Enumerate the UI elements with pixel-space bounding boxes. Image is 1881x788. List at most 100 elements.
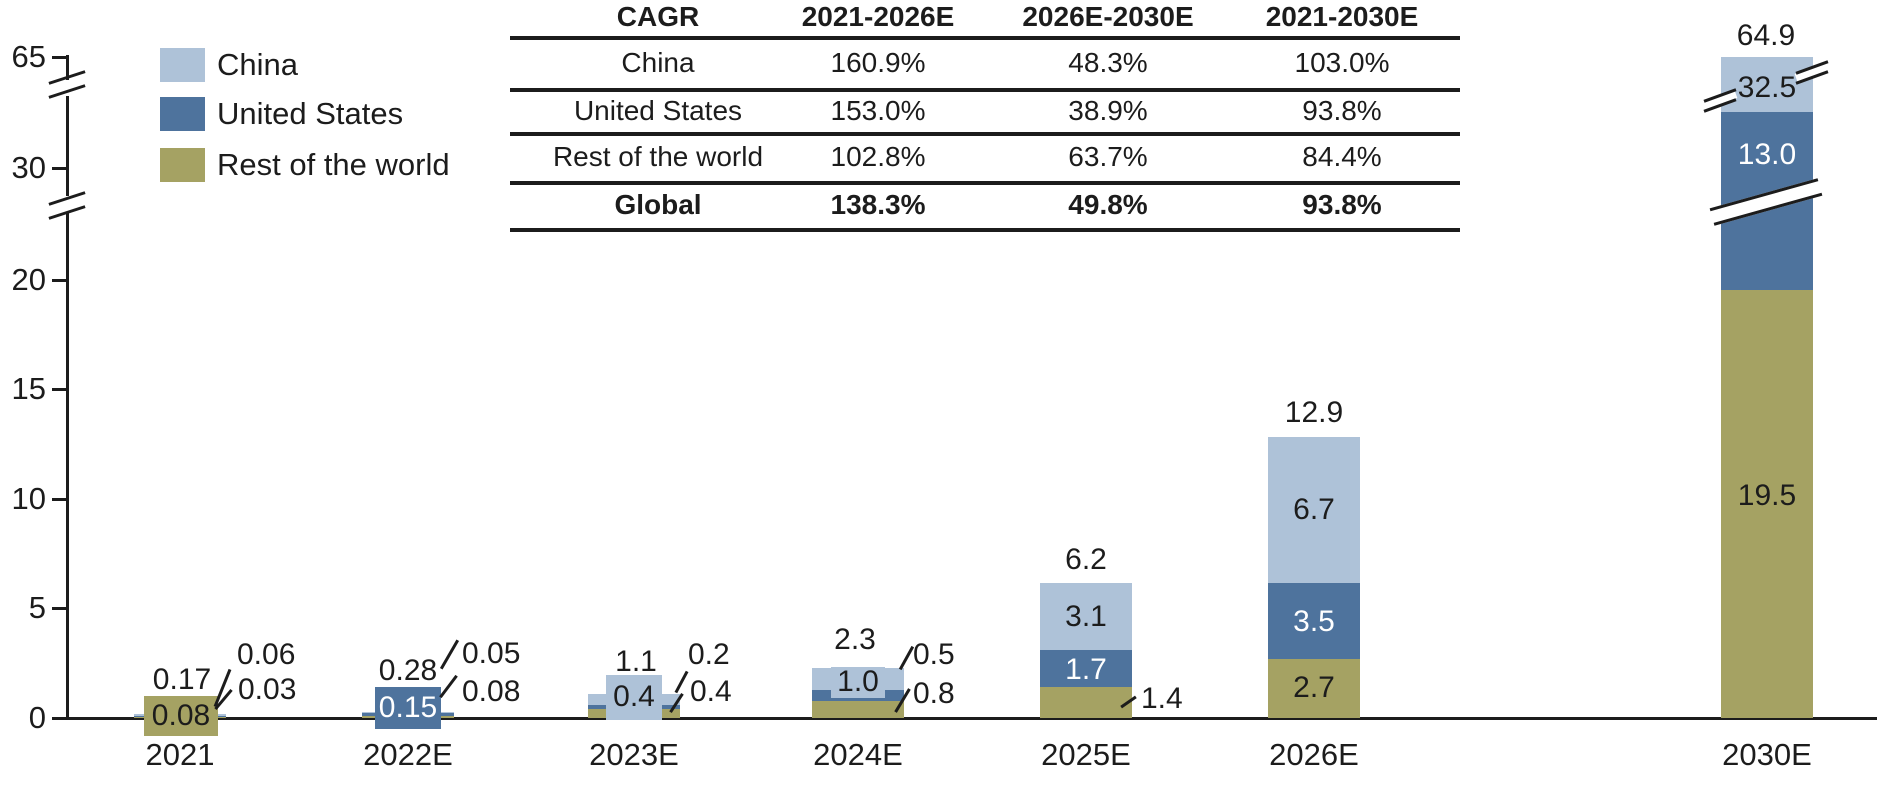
x-axis-label: 2023E bbox=[589, 737, 679, 772]
table-row-label: Global bbox=[614, 189, 702, 220]
bar-segment-label: 13.0 bbox=[1737, 138, 1797, 171]
bar-callout-label: 0.08 bbox=[462, 675, 521, 708]
bar-segment-label-boxed: 1.0 bbox=[831, 665, 885, 698]
table-cell: 93.8% bbox=[1302, 189, 1382, 220]
bar-segment-united-states bbox=[1268, 582, 1360, 660]
bar-segment-china bbox=[1721, 57, 1813, 112]
x-axis-label: 2022E bbox=[363, 737, 453, 772]
table-row: United States 153.0% 38.9% 93.8% bbox=[510, 94, 1460, 128]
y-axis-line bbox=[66, 55, 69, 80]
bar-segment-rest-of-the-world bbox=[1040, 687, 1132, 718]
legend-item: United States bbox=[160, 97, 480, 131]
bar-segment-china bbox=[1268, 436, 1360, 583]
bar-segment-rest-of-the-world bbox=[1268, 659, 1360, 718]
bar-total-label: 1.1 bbox=[615, 645, 657, 678]
callout-line bbox=[439, 638, 460, 670]
bar-segment-label-boxed: 0.15 bbox=[375, 687, 441, 729]
y-tick-label: 15 bbox=[11, 371, 46, 406]
y-tick-label: 30 bbox=[11, 150, 46, 185]
table-cell: 49.8% bbox=[1068, 189, 1148, 220]
table-cell: 153.0% bbox=[830, 95, 926, 126]
bar-callout-label: 0.06 bbox=[237, 638, 296, 671]
y-tick-mark bbox=[52, 279, 66, 282]
y-tick-label: 10 bbox=[11, 481, 46, 516]
legend-swatch-china bbox=[160, 48, 205, 82]
legend-item: Rest of the world bbox=[160, 148, 480, 182]
y-tick-mark bbox=[52, 167, 66, 170]
legend-label: China bbox=[217, 47, 298, 82]
bar-callout-label: 0.4 bbox=[690, 675, 732, 708]
legend-label: United States bbox=[217, 96, 404, 131]
table-header-cell: 2026E-2030E bbox=[1022, 1, 1194, 32]
bar-total-label: 12.9 bbox=[1284, 396, 1344, 429]
y-tick-mark bbox=[52, 56, 66, 59]
bar-total-label: 2.3 bbox=[834, 623, 876, 656]
legend-label: Rest of the world bbox=[217, 147, 450, 182]
bar-callout-label: 0.03 bbox=[238, 673, 297, 706]
y-axis-line bbox=[66, 212, 69, 719]
table-header-cell: CAGR bbox=[616, 1, 700, 32]
table-header-cell: 2021-2030E bbox=[1265, 1, 1419, 32]
bar-segment-rest-of-the-world bbox=[812, 700, 904, 718]
y-tick-mark bbox=[52, 388, 66, 391]
callout-line bbox=[898, 645, 915, 671]
table-header-cell: 2021-2026E bbox=[801, 1, 955, 32]
table-rule bbox=[510, 88, 1460, 92]
y-tick-label: 5 bbox=[28, 590, 46, 625]
table-row: China 160.9% 48.3% 103.0% bbox=[510, 46, 1460, 80]
x-axis-label: 2030E bbox=[1722, 737, 1812, 772]
bar-segment-china bbox=[1040, 582, 1132, 651]
y-axis-line bbox=[66, 96, 69, 196]
callout-line bbox=[674, 670, 689, 694]
bar-segment-label: 6.7 bbox=[1293, 493, 1335, 526]
table-cell: 38.9% bbox=[1068, 95, 1148, 126]
table-row-label: Rest of the world bbox=[552, 141, 764, 172]
table-cell: 63.7% bbox=[1068, 141, 1148, 172]
bar-segment-label: 2.7 bbox=[1293, 671, 1335, 704]
legend-swatch-united-states bbox=[160, 97, 205, 131]
bar-segment-label: 3.5 bbox=[1293, 605, 1335, 638]
table-rule bbox=[510, 181, 1460, 185]
table-header-row: CAGR 2021-2026E 2026E-2030E 2021-2030E bbox=[510, 0, 1460, 36]
bar-callout-label: 0.05 bbox=[462, 637, 521, 670]
bar-total-label: 64.9 bbox=[1736, 19, 1796, 52]
bar-callout-label: 0.2 bbox=[688, 638, 730, 671]
legend-swatch-rest-of-the-world bbox=[160, 148, 205, 182]
y-tick-mark bbox=[52, 717, 66, 720]
bar-segment-label: 3.1 bbox=[1065, 600, 1107, 633]
y-tick-label: 20 bbox=[11, 262, 46, 297]
bar-callout-label: 0.8 bbox=[913, 677, 955, 710]
y-tick-mark bbox=[52, 498, 66, 501]
bar-segment-label: 19.5 bbox=[1737, 479, 1797, 512]
x-axis-label: 2021 bbox=[145, 737, 215, 772]
table-rule bbox=[510, 228, 1460, 232]
bar-callout-label: 0.5 bbox=[913, 638, 955, 671]
table-row: Rest of the world 102.8% 63.7% 84.4% bbox=[510, 140, 1460, 174]
y-tick-label: 0 bbox=[28, 700, 46, 735]
table-cell: 102.8% bbox=[830, 141, 926, 172]
x-axis-label: 2024E bbox=[813, 737, 903, 772]
table-cell: 84.4% bbox=[1302, 141, 1382, 172]
bar-segment-label-boxed: 0.08 bbox=[144, 696, 218, 736]
table-cell: 48.3% bbox=[1068, 47, 1148, 78]
x-axis-line bbox=[66, 717, 1877, 720]
bar-segment-label: 1.7 bbox=[1065, 653, 1107, 686]
legend-item: China bbox=[160, 48, 480, 82]
bar-total-label: 0.17 bbox=[152, 663, 212, 696]
table-cell: 138.3% bbox=[830, 189, 926, 220]
table-row-label: United States bbox=[573, 95, 743, 126]
bar-total-label: 6.2 bbox=[1065, 543, 1107, 576]
y-tick-mark bbox=[52, 607, 66, 610]
x-axis-label: 2025E bbox=[1041, 737, 1131, 772]
bar-segment-label: 32.5 bbox=[1737, 71, 1797, 104]
table-row-label: China bbox=[621, 47, 695, 78]
bar-segment-united-states bbox=[1040, 650, 1132, 688]
y-tick-label: 65 bbox=[11, 39, 46, 74]
bar-segment-rest-of-the-world bbox=[1721, 290, 1813, 718]
table-cell: 93.8% bbox=[1302, 95, 1382, 126]
table-rule bbox=[510, 36, 1460, 40]
table-row: Global 138.3% 49.8% 93.8% bbox=[510, 188, 1460, 222]
x-axis-label: 2026E bbox=[1269, 737, 1359, 772]
bar-callout-label: 1.4 bbox=[1141, 682, 1183, 715]
